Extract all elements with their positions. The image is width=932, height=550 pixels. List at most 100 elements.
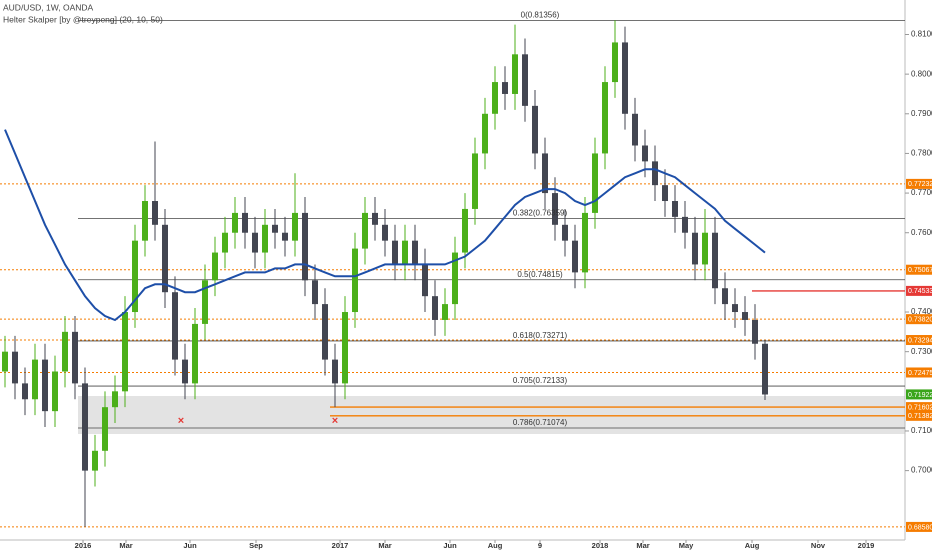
level-label: 0.75067 — [908, 267, 932, 274]
candle-body — [302, 212, 308, 281]
level-tag — [906, 285, 932, 296]
x-tick-label: Mar — [636, 541, 649, 550]
signal-marker: × — [332, 415, 338, 427]
y-tick-label: 0.77000 — [911, 188, 932, 197]
candle-body — [362, 212, 368, 249]
candle-body — [82, 383, 88, 471]
candle-body — [342, 312, 348, 384]
candle-body — [122, 312, 128, 392]
candle-body — [742, 312, 748, 320]
candle-body — [332, 359, 338, 384]
candle-body — [432, 296, 438, 320]
candle-body — [232, 212, 238, 233]
x-tick-label: May — [679, 541, 694, 550]
level-label: 0.73820 — [908, 317, 932, 324]
y-tick-label: 0.78000 — [911, 149, 932, 158]
indicator-label: Helter Skalper [by @treypeng] (20, 10, 5… — [3, 14, 163, 24]
candle-body — [692, 232, 698, 265]
candle-body — [592, 153, 598, 213]
level-tag — [906, 410, 932, 421]
candle-body — [652, 161, 658, 186]
candle-body — [112, 391, 118, 408]
candle-body — [702, 232, 708, 265]
candle-body — [382, 224, 388, 241]
candle-body — [502, 82, 508, 94]
level-label: 0.71382 — [908, 413, 932, 420]
candle-body — [162, 224, 168, 293]
level-label: 0.74533 — [908, 288, 932, 295]
candle-body — [532, 105, 538, 154]
candle-body — [752, 319, 758, 344]
level-tag — [906, 402, 932, 413]
candle-body — [582, 212, 588, 273]
plot — [0, 19, 905, 528]
level-tag — [906, 335, 932, 346]
moving-average — [4, 129, 766, 322]
candle-body — [102, 407, 108, 451]
candle-body — [442, 304, 448, 320]
y-tick-label: 0.81000 — [911, 30, 932, 39]
candle-body — [322, 304, 328, 360]
candle-body — [572, 240, 578, 273]
candle-body — [522, 54, 528, 106]
candle-body — [402, 240, 408, 265]
candle-body — [262, 224, 268, 253]
candle-body — [182, 359, 188, 384]
x-tick-label: 9 — [538, 541, 542, 550]
candle-body — [172, 292, 178, 360]
x-tick-label: Aug — [745, 541, 760, 550]
candle-body — [762, 343, 768, 395]
candle-body — [352, 248, 358, 313]
signal-marker: × — [178, 415, 184, 427]
y-tick-label: 0.80000 — [911, 69, 932, 78]
last-price-tag — [906, 389, 932, 400]
x-tick-label: 2017 — [332, 541, 349, 550]
x-tick-label: 2019 — [858, 541, 875, 550]
candle-body — [462, 208, 468, 253]
candle-body — [192, 323, 198, 384]
candle-body — [272, 224, 278, 233]
candle-body — [12, 351, 18, 384]
fib-label: 0.618(0.73271) — [513, 331, 568, 340]
candle-body — [512, 54, 518, 94]
candle-body — [312, 280, 318, 305]
y-tick-label: 0.70000 — [911, 466, 932, 475]
candle-body — [132, 240, 138, 313]
level-tag — [906, 178, 932, 189]
level-tag — [906, 264, 932, 275]
candle-body — [552, 193, 558, 225]
candle-body — [212, 252, 218, 281]
candle-body — [42, 359, 48, 412]
candle-body — [142, 201, 148, 241]
candle-body — [562, 224, 568, 241]
candle-body — [722, 288, 728, 305]
x-tick-label: Nov — [811, 541, 826, 550]
candle-body — [242, 212, 248, 233]
candle-body — [52, 371, 58, 412]
y-tick-label: 0.71000 — [911, 426, 932, 435]
candle-body — [662, 185, 668, 202]
fib-label: 0.705(0.72133) — [513, 376, 568, 385]
candle-body — [452, 252, 458, 305]
fib-label: 0.5(0.74815) — [517, 270, 563, 279]
candle-body — [422, 264, 428, 297]
y-tick-label: 0.76000 — [911, 228, 932, 237]
candle-body — [542, 153, 548, 194]
candle-body — [672, 201, 678, 217]
candle-body — [282, 232, 288, 241]
candle-body — [62, 331, 68, 372]
candle-body — [642, 145, 648, 162]
level-tag — [906, 314, 932, 325]
candle-body — [32, 359, 38, 400]
candle-body — [202, 280, 208, 324]
x-tick-label: 2018 — [592, 541, 609, 550]
candle-body — [602, 82, 608, 154]
level-label: 0.71602 — [908, 404, 932, 411]
x-tick-label: Mar — [119, 541, 132, 550]
candle-body — [682, 216, 688, 233]
candle-body — [92, 450, 98, 471]
candle-body — [22, 383, 28, 400]
candle-body — [412, 240, 418, 265]
candle-body — [732, 304, 738, 313]
